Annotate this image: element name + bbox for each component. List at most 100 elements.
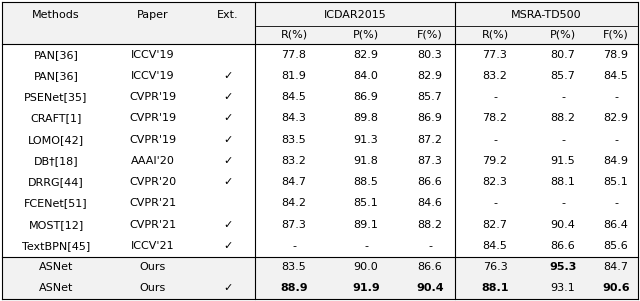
Text: 80.7: 80.7 xyxy=(550,50,575,60)
Text: 86.4: 86.4 xyxy=(604,220,628,230)
Text: PSENet[35]: PSENet[35] xyxy=(24,92,88,102)
Text: 86.6: 86.6 xyxy=(550,241,575,251)
Text: 81.9: 81.9 xyxy=(282,71,307,81)
Text: 91.3: 91.3 xyxy=(354,135,378,144)
Text: 85.1: 85.1 xyxy=(354,198,378,208)
Text: -: - xyxy=(428,241,432,251)
Text: 84.7: 84.7 xyxy=(604,262,628,272)
Text: CVPR'21: CVPR'21 xyxy=(129,198,177,208)
Text: 82.9: 82.9 xyxy=(604,113,628,123)
Text: -: - xyxy=(493,198,497,208)
Text: 87.3: 87.3 xyxy=(282,220,307,230)
Text: TextBPN[45]: TextBPN[45] xyxy=(22,241,90,251)
Text: 88.5: 88.5 xyxy=(353,177,378,187)
Text: CVPR'19: CVPR'19 xyxy=(129,113,177,123)
Text: 82.9: 82.9 xyxy=(417,71,442,81)
Text: Ours: Ours xyxy=(140,283,166,293)
Text: 84.5: 84.5 xyxy=(604,71,628,81)
Text: 78.9: 78.9 xyxy=(604,50,628,60)
Text: P(%): P(%) xyxy=(550,30,576,40)
Text: 83.2: 83.2 xyxy=(483,71,508,81)
Text: 83.5: 83.5 xyxy=(282,135,307,144)
Text: -: - xyxy=(493,92,497,102)
Text: -: - xyxy=(561,135,565,144)
Bar xyxy=(2,256,638,299)
Text: PAN[36]: PAN[36] xyxy=(33,50,79,60)
Text: 90.0: 90.0 xyxy=(354,262,378,272)
Text: ICDAR2015: ICDAR2015 xyxy=(324,11,387,20)
Text: CRAFT[1]: CRAFT[1] xyxy=(30,113,82,123)
Text: 86.9: 86.9 xyxy=(417,113,442,123)
Text: ✓: ✓ xyxy=(223,220,233,230)
Text: 88.1: 88.1 xyxy=(550,177,575,187)
Text: 88.2: 88.2 xyxy=(417,220,442,230)
Text: 76.3: 76.3 xyxy=(483,262,508,272)
Text: ICCV'21: ICCV'21 xyxy=(131,241,175,251)
Text: 91.5: 91.5 xyxy=(550,156,575,166)
Text: 77.8: 77.8 xyxy=(282,50,307,60)
Text: 84.3: 84.3 xyxy=(282,113,307,123)
Text: 88.9: 88.9 xyxy=(280,283,308,293)
Text: ✓: ✓ xyxy=(223,156,233,166)
Text: 86.9: 86.9 xyxy=(353,92,378,102)
Text: -: - xyxy=(364,241,368,251)
Text: Ext.: Ext. xyxy=(217,11,239,20)
Text: Ours: Ours xyxy=(140,262,166,272)
Text: 85.7: 85.7 xyxy=(550,71,575,81)
Text: -: - xyxy=(493,135,497,144)
Text: AAAI'20: AAAI'20 xyxy=(131,156,175,166)
Text: MOST[12]: MOST[12] xyxy=(28,220,84,230)
Text: -: - xyxy=(614,135,618,144)
Text: 84.5: 84.5 xyxy=(282,92,307,102)
Text: 89.8: 89.8 xyxy=(353,113,378,123)
Text: ✓: ✓ xyxy=(223,241,233,251)
Text: FCENet[51]: FCENet[51] xyxy=(24,198,88,208)
Text: 83.5: 83.5 xyxy=(282,262,307,272)
Text: 84.5: 84.5 xyxy=(483,241,508,251)
Text: CVPR'19: CVPR'19 xyxy=(129,135,177,144)
Text: 84.2: 84.2 xyxy=(282,198,307,208)
Text: 85.7: 85.7 xyxy=(417,92,442,102)
Text: CVPR'19: CVPR'19 xyxy=(129,92,177,102)
Text: ✓: ✓ xyxy=(223,92,233,102)
Text: ✓: ✓ xyxy=(223,177,233,187)
Text: Paper: Paper xyxy=(137,11,169,20)
Text: PAN[36]: PAN[36] xyxy=(33,71,79,81)
Text: 85.6: 85.6 xyxy=(604,241,628,251)
Text: 84.6: 84.6 xyxy=(417,198,442,208)
Text: -: - xyxy=(561,92,565,102)
Text: 83.2: 83.2 xyxy=(282,156,307,166)
Text: 78.2: 78.2 xyxy=(483,113,508,123)
Text: CVPR'21: CVPR'21 xyxy=(129,220,177,230)
Text: P(%): P(%) xyxy=(353,30,379,40)
Text: ✓: ✓ xyxy=(223,113,233,123)
Text: Methods: Methods xyxy=(32,11,80,20)
Text: 88.1: 88.1 xyxy=(481,283,509,293)
Text: DRRG[44]: DRRG[44] xyxy=(28,177,84,187)
Text: 87.2: 87.2 xyxy=(417,135,442,144)
Text: R(%): R(%) xyxy=(280,30,308,40)
Text: 80.3: 80.3 xyxy=(418,50,442,60)
Text: ICCV'19: ICCV'19 xyxy=(131,50,175,60)
Text: ICCV'19: ICCV'19 xyxy=(131,71,175,81)
Text: -: - xyxy=(292,241,296,251)
Bar xyxy=(2,3,638,44)
Text: 85.1: 85.1 xyxy=(604,177,628,187)
Text: 95.3: 95.3 xyxy=(549,262,577,272)
Text: ✓: ✓ xyxy=(223,71,233,81)
Text: 93.1: 93.1 xyxy=(550,283,575,293)
Text: F(%): F(%) xyxy=(603,30,629,40)
Text: 88.2: 88.2 xyxy=(550,113,575,123)
Text: 77.3: 77.3 xyxy=(483,50,508,60)
Text: -: - xyxy=(614,92,618,102)
Text: ✓: ✓ xyxy=(223,135,233,144)
Text: MSRA-TD500: MSRA-TD500 xyxy=(511,11,582,20)
Text: 91.9: 91.9 xyxy=(352,283,380,293)
Text: 84.7: 84.7 xyxy=(282,177,307,187)
Text: DB†[18]: DB†[18] xyxy=(34,156,78,166)
Text: 86.6: 86.6 xyxy=(418,262,442,272)
Text: ASNet: ASNet xyxy=(39,262,73,272)
Text: 82.9: 82.9 xyxy=(353,50,378,60)
Text: 87.3: 87.3 xyxy=(417,156,442,166)
Text: 91.8: 91.8 xyxy=(353,156,378,166)
